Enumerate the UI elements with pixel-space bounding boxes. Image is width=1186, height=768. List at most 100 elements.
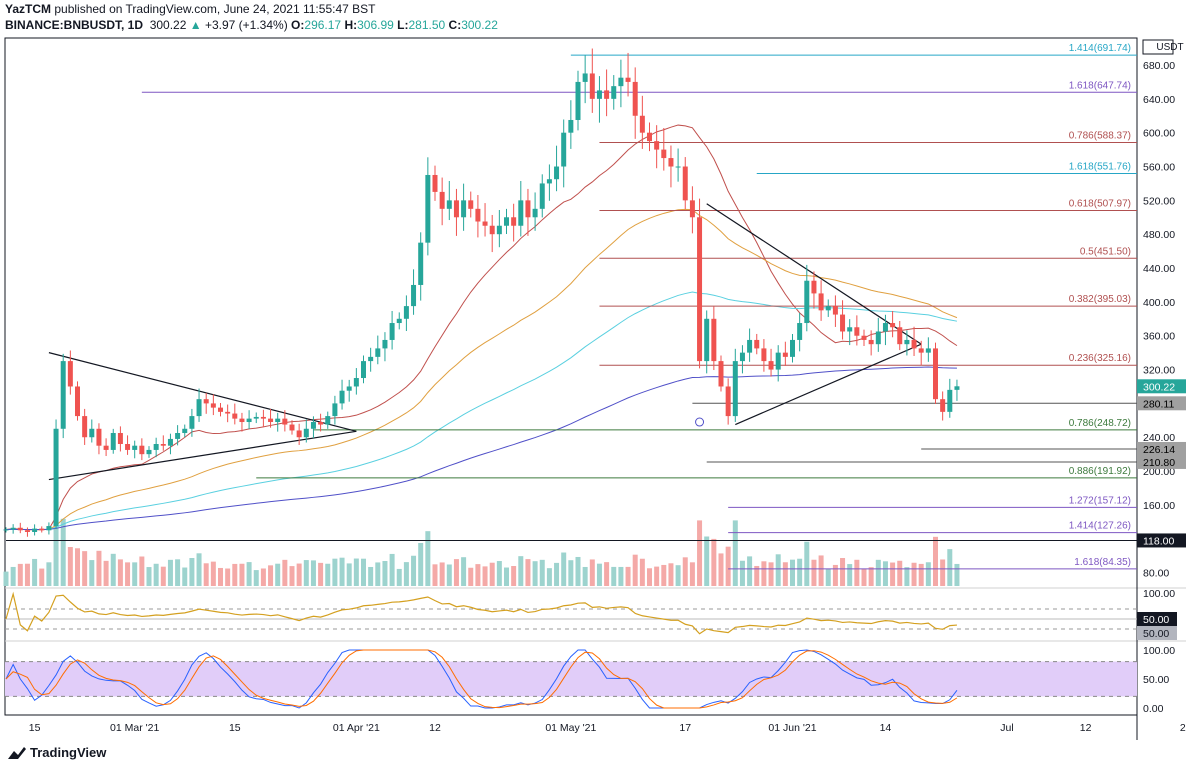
high-value: 306.99	[357, 18, 394, 32]
price-tick-label: 520.00	[1143, 195, 1175, 207]
candle-body	[189, 416, 195, 429]
volume-bar	[275, 563, 281, 586]
volume-bar	[947, 549, 953, 586]
candle-body	[125, 444, 131, 450]
candle-body	[504, 217, 509, 226]
volume-bar	[489, 562, 495, 586]
volume-bar	[546, 568, 552, 586]
volume-bar	[225, 568, 231, 586]
rsi-tag	[1137, 626, 1177, 640]
candle-body	[825, 306, 831, 311]
candle-body	[832, 306, 838, 315]
candle-body	[139, 445, 145, 455]
time-tick-label: 12	[429, 722, 441, 734]
price-change: +3.97 (+1.34%)	[204, 18, 288, 32]
volume-bar	[332, 558, 338, 586]
candle-body	[732, 361, 738, 417]
time-tick-label: 01 May '21	[545, 722, 596, 734]
time-tick-label: 01 Jun '21	[768, 722, 816, 734]
volume-bar	[439, 562, 445, 586]
candle-body	[818, 293, 824, 311]
volume-bar	[861, 568, 867, 586]
volume-bar	[325, 563, 331, 586]
fib-level-label: 0.786(248.72)	[1069, 418, 1131, 429]
volume-bar	[661, 564, 667, 586]
volume-bar	[453, 559, 459, 586]
volume-bar	[847, 564, 853, 586]
time-tick-label: 14	[880, 722, 892, 734]
publish-info: YazTCM published on TradingView.com, Jun…	[5, 2, 375, 16]
time-tick-label: 12	[1080, 722, 1092, 734]
author[interactable]: YazTCM	[5, 2, 52, 16]
volume-bar	[532, 561, 538, 586]
candle-body	[875, 331, 881, 345]
price-tag	[1137, 396, 1186, 411]
candle-body	[625, 77, 631, 82]
symbol[interactable]: BINANCE:BNBUSDT, 1D	[5, 18, 144, 32]
volume-bar	[182, 567, 188, 586]
candle-body	[53, 428, 59, 527]
candle-body	[697, 217, 703, 362]
candle-body	[146, 449, 152, 455]
candle-body	[654, 141, 660, 150]
price-tag-label: 300.22	[1143, 381, 1175, 393]
tradingview-logo[interactable]: TradingView	[8, 745, 106, 760]
volume-bar	[24, 563, 30, 586]
price-tag-label: 280.11	[1143, 398, 1174, 410]
fib-level-label: 1.618(551.76)	[1069, 161, 1131, 172]
candle-body	[132, 445, 138, 450]
candle-body	[582, 73, 588, 82]
volume-bar	[475, 564, 481, 586]
volume-bar	[368, 566, 374, 586]
candle-body	[940, 399, 946, 412]
price-tag	[1137, 379, 1186, 394]
candle-body	[418, 242, 424, 285]
volume-bar	[918, 563, 924, 586]
candle-body	[396, 318, 402, 324]
price-tick-label: 200.00	[1143, 466, 1175, 478]
volume-bar	[697, 520, 703, 586]
candle-body	[353, 378, 359, 387]
candle-body	[668, 158, 674, 167]
volume-bar	[768, 562, 774, 586]
volume-bar	[96, 550, 102, 586]
volume-bar	[167, 559, 173, 586]
volume-bar	[10, 566, 16, 586]
candle-body	[232, 413, 238, 419]
candle-body	[639, 115, 645, 133]
symbol-info: BINANCE:BNBUSDT, 1D 300.22 ▲ +3.97 (+1.3…	[5, 18, 498, 32]
moving-average-line	[5, 124, 958, 531]
volume-bar	[468, 567, 474, 586]
candle-body	[260, 416, 266, 419]
candle-body	[847, 327, 853, 332]
candle-body	[861, 335, 867, 340]
price-tag-label: 226.14	[1143, 444, 1175, 456]
candle-body	[160, 444, 166, 446]
moving-average-line	[5, 208, 958, 531]
candle-body	[32, 528, 38, 532]
price-tick-label: 320.00	[1143, 365, 1175, 377]
candle-body	[947, 389, 953, 412]
candle-body	[761, 348, 767, 362]
volume-bar	[361, 558, 366, 586]
volume-bar	[160, 566, 166, 586]
candle-body	[704, 318, 710, 362]
volume-bar	[604, 562, 610, 586]
volume-bar	[253, 570, 259, 586]
volume-bar	[954, 563, 960, 586]
volume-bar	[146, 567, 152, 586]
volume-bar	[432, 564, 438, 586]
volume-bar	[568, 560, 574, 586]
price-chart[interactable]: 1.414(691.74) 1.618(647.74) 0.786(588.37) 1…	[0, 0, 1186, 740]
candle-body	[60, 361, 66, 429]
close-value: 300.22	[461, 18, 498, 32]
fib-level-label: 0.886(191.92)	[1069, 466, 1131, 477]
volume-bar	[125, 562, 131, 586]
price-tick-label: 160.00	[1143, 500, 1175, 512]
volume-bar	[761, 561, 767, 586]
candle-body	[453, 200, 459, 218]
anchor-handle	[695, 417, 705, 427]
volume-bar	[32, 558, 38, 586]
candle-body	[739, 352, 745, 362]
trendline	[735, 343, 922, 426]
